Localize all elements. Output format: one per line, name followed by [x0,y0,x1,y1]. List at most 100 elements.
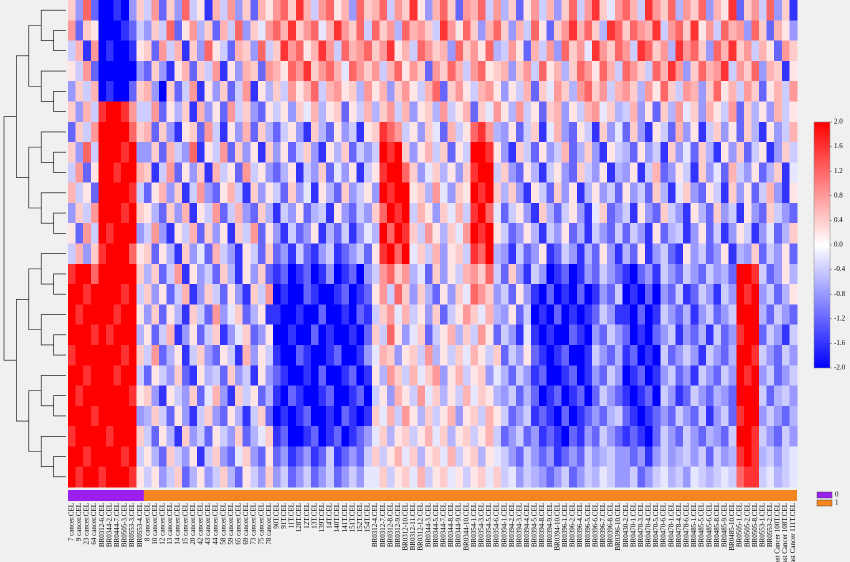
cell [637,40,646,62]
cell [326,101,335,123]
dendrogram-link [53,334,66,356]
cell [409,60,418,82]
cell [326,121,335,143]
cell [121,81,130,102]
cell [470,324,479,346]
legend-swatch [816,491,833,499]
cell [629,142,638,163]
cell [219,426,228,447]
cell [591,385,600,407]
cell [462,426,471,447]
cell [561,243,570,265]
cell [667,0,676,21]
cell [455,466,464,488]
cell [409,40,418,62]
cell [462,466,471,488]
cell [333,81,342,102]
cell [599,304,608,325]
cell [356,121,365,143]
cell [242,101,251,123]
cell [774,162,783,183]
cell [265,223,274,244]
cell [728,405,737,427]
cell [637,162,646,183]
cell [364,405,373,427]
cell [288,324,297,346]
cell [181,182,190,204]
cell [683,40,691,62]
cell [485,101,494,123]
cell [371,202,380,224]
cell [326,243,335,265]
cell [683,344,691,366]
cell [83,405,92,427]
cell [690,81,699,102]
cell [538,446,547,468]
cell [83,446,92,468]
cell [523,243,532,265]
cell [348,365,357,386]
cell [386,324,395,346]
cell [341,385,350,407]
cell [280,142,289,163]
cell [576,20,585,41]
cell [447,60,456,82]
cell [105,0,114,21]
cell [705,385,714,407]
cell [470,182,479,204]
cell [766,162,775,183]
cell [151,426,160,447]
cell [159,466,168,488]
cell [432,426,441,447]
cell [705,202,714,224]
cell [569,20,578,41]
cell [561,426,570,447]
cell [273,304,281,325]
cell [728,40,737,62]
cell [121,20,130,41]
cell [462,142,471,163]
cell [629,0,638,21]
cell [554,81,562,102]
cell [538,60,547,82]
cell [759,60,767,82]
cell [143,324,152,346]
cell [652,101,661,123]
cell [212,182,221,204]
cell [447,426,456,447]
cell [629,182,638,204]
cell [242,385,251,407]
cell [546,385,555,407]
column-label: 139T.CEL [318,503,326,532]
cell [212,223,221,244]
cell [493,81,502,102]
cell [219,142,228,163]
cell [759,446,767,468]
cell [151,162,160,183]
cell [751,162,760,183]
cell [227,365,236,386]
cell [333,60,342,82]
cell [660,243,669,265]
cell [189,324,198,346]
cell [341,304,350,325]
cell [273,344,281,366]
cell [318,466,327,488]
cell [462,223,471,244]
cell [280,182,289,204]
cell [409,344,418,366]
cell [614,182,623,204]
cell [303,101,312,123]
cell [478,121,486,143]
cell [523,202,532,224]
cell [660,40,669,62]
cell [159,385,168,407]
cell [379,344,388,366]
cell [348,466,357,488]
cell [607,40,616,62]
cell [121,263,130,285]
cell [288,426,297,447]
cell [645,263,654,285]
cell [614,385,623,407]
cell [447,223,456,244]
